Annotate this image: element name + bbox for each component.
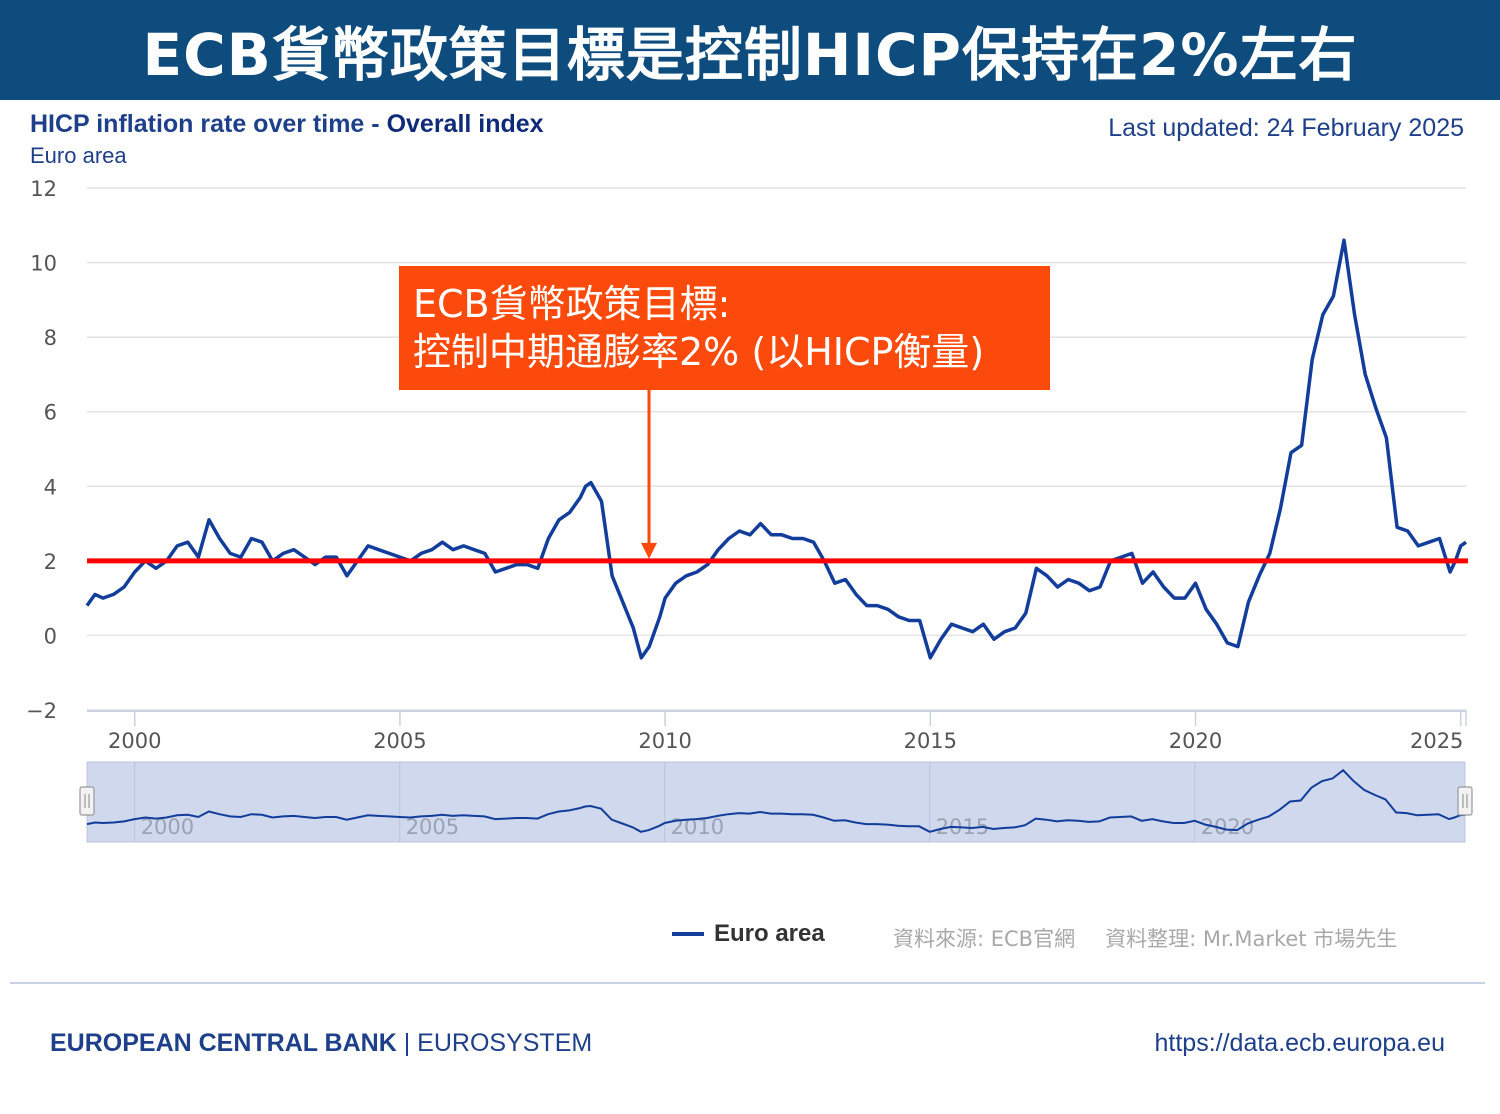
navigator-tick-label: 2000 — [141, 815, 194, 839]
navigator-tick-label: 2005 — [406, 815, 459, 839]
navigator-series-line — [86, 768, 1466, 833]
x-tick-label: 2015 — [904, 729, 957, 753]
footer-org-rest: | EUROSYSTEM — [396, 1029, 593, 1057]
chart-legend[interactable]: Euro area — [672, 920, 825, 948]
navigator-handle-right[interactable] — [1457, 786, 1473, 816]
navigator-tick-label: 2020 — [1201, 815, 1254, 839]
y-tick-label: 10 — [30, 252, 57, 276]
x-tick-label: 2005 — [373, 729, 426, 753]
banner-title: ECB貨幣政策目標是控制HICP保持在2%左右 — [142, 21, 1358, 89]
callout-line-2: 控制中期通膨率2% (以HICP衡量) — [413, 330, 985, 374]
callout-line-1: ECB貨幣政策目標: — [413, 282, 731, 326]
legend-label: Euro area — [714, 920, 825, 947]
y-tick-label: 4 — [44, 475, 57, 499]
navigator-handle-left[interactable] — [79, 786, 95, 816]
footer-divider — [10, 982, 1485, 984]
footer-url[interactable]: https://data.ecb.europa.eu — [1154, 1029, 1446, 1057]
target-callout: ECB貨幣政策目標: 控制中期通膨率2% (以HICP衡量) — [399, 266, 1050, 390]
chart-title-emphasis: Overall index — [386, 110, 544, 138]
y-tick-label: 12 — [30, 177, 57, 201]
chart-subtitle: Euro area — [30, 143, 127, 168]
title-banner: ECB貨幣政策目標是控制HICP保持在2%左右 — [0, 0, 1500, 100]
navigator-range — [86, 761, 1466, 843]
source-text: 資料來源: ECB官網 — [893, 927, 1076, 951]
x-tick-label: 2010 — [638, 729, 691, 753]
chart-title-main: HICP inflation rate over time - — [30, 110, 387, 138]
y-tick-label: 2 — [44, 550, 57, 574]
callout-arrow-head — [641, 542, 657, 559]
legend-swatch — [672, 932, 704, 936]
y-tick-label: 0 — [44, 624, 57, 648]
compiled-text: 資料整理: Mr.Market 市場先生 — [1105, 927, 1398, 951]
last-updated: Last updated: 24 February 2025 — [1108, 114, 1464, 142]
x-tick-label: 2020 — [1169, 729, 1222, 753]
x-tick-label: 2025 — [1410, 729, 1463, 753]
y-tick-label: 6 — [44, 401, 57, 425]
footer-org: EUROPEAN CENTRAL BANK | EUROSYSTEM — [50, 1029, 592, 1058]
y-tick-label: 8 — [44, 326, 57, 350]
chart-title: HICP inflation rate over time - Overall … — [30, 110, 544, 139]
x-tick-label: 2000 — [108, 729, 161, 753]
y-tick-label: −2 — [26, 699, 57, 723]
source-note: 資料來源: ECB官網 資料整理: Mr.Market 市場先生 — [893, 923, 1427, 953]
footer-org-bold: EUROPEAN CENTRAL BANK — [50, 1029, 397, 1057]
